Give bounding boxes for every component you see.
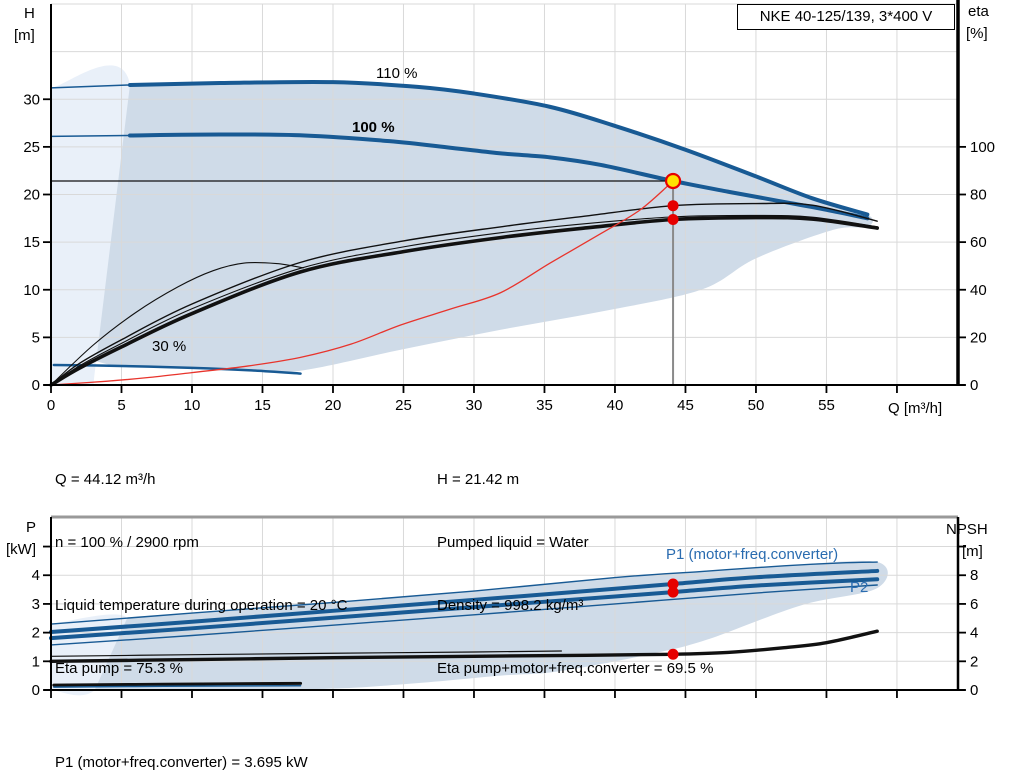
operating-range-dark xyxy=(96,81,873,373)
axis-title-h: H xyxy=(24,5,35,22)
svg-text:0: 0 xyxy=(32,377,40,394)
axis-title-p-unit: [kW] xyxy=(6,541,36,558)
info-eta-total: Eta pump+motor+freq.converter = 69.5 % xyxy=(437,660,714,677)
svg-text:1: 1 xyxy=(32,653,40,670)
info-p1: P1 (motor+freq.converter) = 3.695 kW xyxy=(55,754,308,771)
affinity-curve xyxy=(50,180,674,386)
curve-100pct xyxy=(127,132,870,221)
svg-text:0: 0 xyxy=(32,682,40,699)
svg-text:4: 4 xyxy=(32,567,40,584)
p-min-black xyxy=(52,681,303,687)
svg-text:15: 15 xyxy=(23,234,40,251)
info-flow: Q = 44.12 m³/h xyxy=(55,471,156,488)
info-density: Density = 998.2 kg/m³ xyxy=(437,597,584,614)
axis-title-npsh-unit: [m] xyxy=(962,543,983,560)
label-110pct: 110 % xyxy=(376,65,417,82)
svg-text:100: 100 xyxy=(970,139,995,156)
axis-title-h-unit: [m] xyxy=(14,27,35,44)
svg-text:2: 2 xyxy=(970,653,978,670)
svg-text:30: 30 xyxy=(466,397,483,414)
info-pumped-liquid: Pumped liquid = Water xyxy=(437,534,589,551)
p-min-blue xyxy=(53,684,302,688)
svg-text:0: 0 xyxy=(970,682,978,699)
npsh-thin-line xyxy=(50,650,562,657)
p2-marker[interactable] xyxy=(667,586,679,598)
svg-text:4: 4 xyxy=(970,625,978,642)
curve-30pct xyxy=(52,363,302,375)
info-speed: n = 100 % / 2900 rpm xyxy=(55,534,199,551)
curve-110pct xyxy=(127,79,870,217)
axis-title-q: Q [m³/h] xyxy=(888,400,942,417)
label-30pct: 30 % xyxy=(152,338,186,355)
svg-text:45: 45 xyxy=(677,397,694,414)
svg-text:25: 25 xyxy=(23,139,40,156)
power-npsh-chart: 0 1 2 3 4 0 2 4 6 8 P [kW] NPSH [m] P1 (motor+freq.con… xyxy=(6,515,988,699)
svg-text:40: 40 xyxy=(970,282,987,299)
power-npsh-chart-grid xyxy=(51,517,958,690)
eta-small-arc xyxy=(50,261,304,386)
info-eta-pump: Eta pump = 75.3 % xyxy=(55,660,183,677)
p2-curve xyxy=(49,577,880,641)
eta-total-curve xyxy=(49,215,880,387)
svg-text:2: 2 xyxy=(32,625,40,642)
p-lower-limit xyxy=(50,584,878,646)
svg-text:60: 60 xyxy=(970,234,987,251)
svg-text:10: 10 xyxy=(23,282,40,299)
eta-total-marker[interactable] xyxy=(667,214,679,226)
eta-pump-marker[interactable] xyxy=(667,200,679,212)
svg-text:40: 40 xyxy=(607,397,624,414)
power-npsh-chart-axes: 0 1 2 3 4 0 2 4 6 8 xyxy=(32,517,978,699)
label-100pct: 100 % xyxy=(352,119,395,136)
power-info-block: P1 (motor+freq.converter) = 3.695 kW P2 … xyxy=(55,703,308,781)
info-head: H = 21.42 m xyxy=(437,471,520,488)
svg-text:15: 15 xyxy=(254,397,271,414)
svg-text:25: 25 xyxy=(395,397,412,414)
svg-text:20: 20 xyxy=(23,187,40,204)
label-p1: P1 (motor+freq.converter) xyxy=(666,546,838,563)
svg-text:6: 6 xyxy=(970,596,978,613)
duty-info-right: H = 21.42 m Pumped liquid = Water Densit… xyxy=(437,427,713,721)
svg-text:35: 35 xyxy=(536,397,553,414)
axis-title-p: P xyxy=(26,519,36,536)
head-efficiency-chart: 0 5 10 15 20 25 30 0 20 40 60 80 100 0 5 10 15 20 25 30 35 40… xyxy=(14,0,995,417)
npsh-curve xyxy=(49,629,879,664)
eta-pump-curve xyxy=(50,202,878,386)
curve-100pct-ext xyxy=(50,134,131,138)
svg-text:0: 0 xyxy=(970,377,978,394)
svg-text:80: 80 xyxy=(970,187,987,204)
svg-text:3: 3 xyxy=(32,596,40,613)
svg-text:10: 10 xyxy=(184,397,201,414)
label-p2: P2 xyxy=(850,579,868,596)
pump-type-label: NKE 40-125/139, 3*400 V xyxy=(759,8,933,25)
svg-text:0: 0 xyxy=(47,397,55,414)
svg-text:8: 8 xyxy=(970,567,978,584)
svg-text:20: 20 xyxy=(970,329,987,346)
svg-text:5: 5 xyxy=(32,329,40,346)
head-efficiency-chart-axes: 0 5 10 15 20 25 30 0 20 40 60 80 100 0 5 10 15 20 25 30 35 40… xyxy=(23,0,995,414)
axis-title-npsh: NPSH xyxy=(946,521,988,538)
eta-band-curve xyxy=(50,214,878,386)
axis-title-eta-unit: [%] xyxy=(966,25,988,42)
duty-point-marker[interactable] xyxy=(664,172,682,190)
duty-info-left: Q = 44.12 m³/h n = 100 % / 2900 rpm Liqu… xyxy=(55,427,347,721)
axis-title-eta: eta xyxy=(968,3,990,20)
head-efficiency-chart-grid xyxy=(51,3,958,385)
p1-upper-limit xyxy=(50,561,878,625)
p1-curve xyxy=(49,568,880,635)
svg-text:30: 30 xyxy=(23,91,40,108)
pump-type-title-box: NKE 40-125/139, 3*400 V xyxy=(737,4,955,30)
svg-text:50: 50 xyxy=(748,397,765,414)
svg-text:20: 20 xyxy=(325,397,342,414)
curve-110pct-ext xyxy=(50,84,131,89)
info-liquid-temp: Liquid temperature during operation = 20… xyxy=(55,597,348,614)
svg-text:5: 5 xyxy=(117,397,125,414)
svg-text:55: 55 xyxy=(818,397,835,414)
p1-marker[interactable] xyxy=(667,578,679,590)
npsh-marker[interactable] xyxy=(667,648,679,660)
